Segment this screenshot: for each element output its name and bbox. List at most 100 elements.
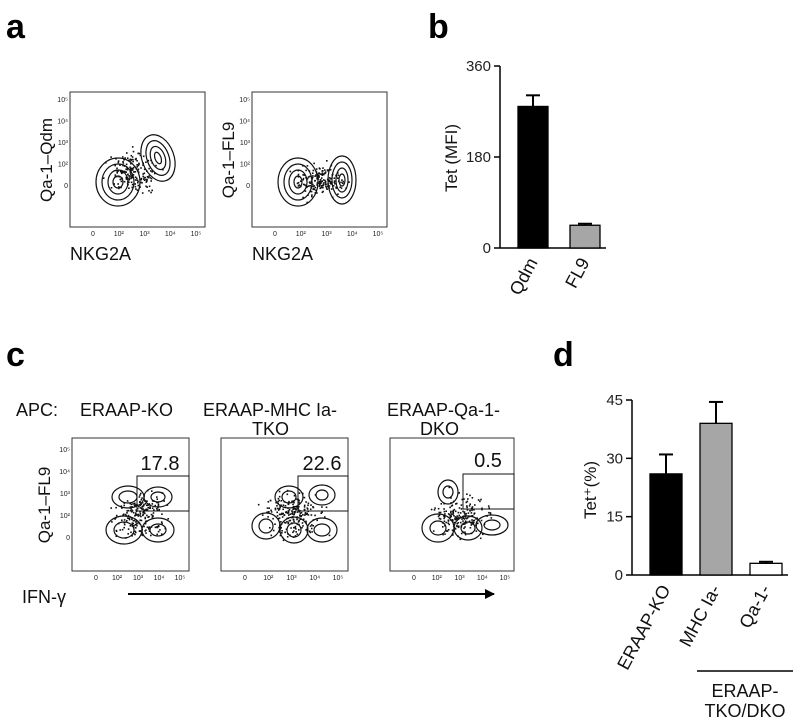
event-dot [148, 526, 151, 528]
event-dot [315, 189, 317, 192]
event-dot [456, 502, 458, 505]
event-dot [156, 507, 158, 510]
y-tick-labels: 10⁵ 10⁴ 10³ 10² 0 [59, 447, 70, 542]
event-dot [141, 497, 143, 499]
event-dot [451, 533, 454, 535]
event-dot [469, 494, 471, 497]
event-dot [305, 513, 308, 516]
event-dot [137, 164, 140, 167]
event-dot [458, 492, 460, 494]
event-dot [302, 165, 304, 167]
x-tick-label: 10⁵ [191, 231, 202, 238]
event-dot [444, 513, 446, 515]
event-dot [131, 176, 134, 179]
event-dot [131, 156, 134, 158]
event-dot [322, 186, 324, 189]
event-dot [453, 526, 456, 529]
event-dot [455, 525, 458, 527]
event-dot [305, 529, 307, 531]
event-dot [142, 508, 144, 510]
event-dot [318, 172, 321, 174]
event-dot [279, 513, 282, 516]
event-dot [144, 500, 146, 502]
event-dot [143, 509, 145, 511]
event-dot [450, 497, 452, 499]
event-dot [316, 184, 318, 186]
bar [749, 562, 783, 576]
event-dot [314, 192, 317, 194]
category-label: MHC Ia- [675, 581, 724, 650]
event-dot [289, 513, 292, 515]
event-dot [120, 186, 122, 189]
event-dot [464, 531, 466, 533]
event-dot [120, 169, 122, 172]
event-dot [142, 173, 144, 175]
event-dot [294, 527, 297, 529]
event-dot [140, 499, 143, 501]
event-dot [303, 506, 306, 508]
event-dot [292, 508, 295, 510]
event-dot [280, 504, 282, 506]
event-dot [157, 506, 159, 509]
category-label: Qdm [506, 254, 542, 298]
apc-label: APC: [16, 400, 58, 420]
event-dot [300, 515, 302, 518]
event-dot [134, 533, 136, 536]
event-dot [278, 499, 280, 502]
event-dot [479, 537, 482, 540]
event-dot [445, 530, 448, 532]
event-dot [460, 521, 462, 524]
event-dot [324, 181, 327, 184]
event-dot [123, 170, 126, 173]
event-dot [280, 500, 283, 502]
event-dot [164, 527, 167, 530]
event-dot [113, 183, 115, 185]
event-dot [276, 507, 279, 510]
x-tick-label: 10⁵ [373, 231, 384, 238]
event-dot [125, 515, 128, 517]
event-dot [305, 185, 307, 187]
event-dot [297, 181, 300, 184]
event-dot [445, 521, 447, 524]
event-dot [137, 521, 140, 524]
event-dot [126, 152, 128, 154]
event-dot [127, 528, 130, 530]
event-dot [156, 501, 158, 504]
event-dot [266, 507, 269, 509]
event-dot [466, 493, 468, 495]
plot-title-line1: ERAAP-MHC Ia- [203, 400, 337, 420]
x-tick-label: 10⁵ [333, 575, 344, 582]
event-dot [444, 533, 446, 535]
event-dot [269, 527, 271, 529]
event-dot [289, 519, 292, 522]
event-dot [272, 529, 275, 532]
event-dot [300, 180, 302, 182]
flow-plot-c3: ERAAP-Qa-1- DKO 0.5 0 10² 10³ 10⁴ 10⁵ [387, 400, 515, 582]
event-dot [148, 190, 150, 192]
event-dot [140, 177, 143, 180]
event-dot [299, 512, 302, 515]
event-dot [117, 522, 120, 525]
event-dot [278, 517, 281, 519]
event-dot [294, 507, 296, 510]
event-dot [139, 494, 141, 496]
event-dot [468, 505, 471, 507]
event-dot [303, 174, 306, 176]
event-dot [297, 509, 300, 512]
x-axis-label: NKG2A [252, 244, 313, 264]
event-dot [444, 524, 446, 527]
event-dot [279, 534, 282, 537]
event-dot [316, 182, 319, 184]
event-dot [305, 520, 307, 523]
event-dot [307, 176, 310, 178]
event-dot [464, 515, 466, 517]
event-dot [302, 196, 304, 199]
event-dot [447, 513, 450, 515]
x-tick-label: 10⁴ [347, 231, 358, 238]
event-dot [322, 184, 324, 187]
event-dot [453, 525, 455, 528]
event-dot [278, 513, 281, 516]
event-dot [489, 512, 492, 514]
event-dot [463, 523, 466, 525]
event-dot [283, 521, 286, 524]
